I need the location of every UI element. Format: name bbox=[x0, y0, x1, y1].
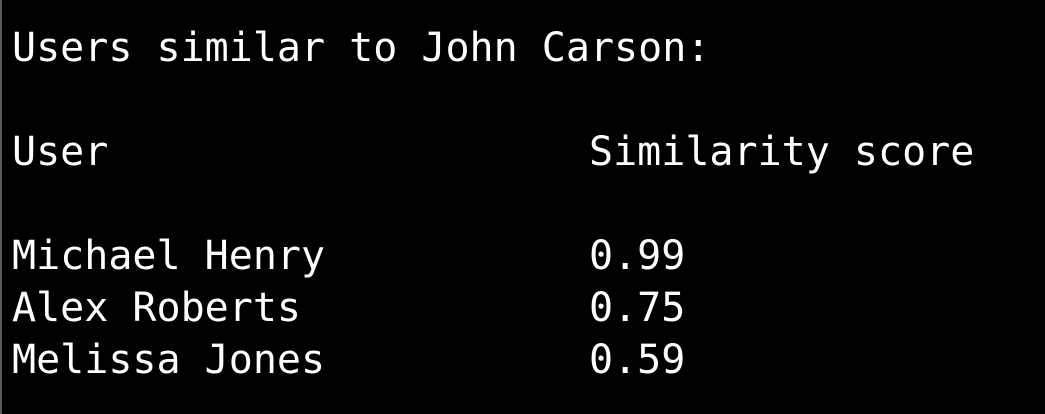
column-header-user: User bbox=[12, 129, 109, 175]
row-score: 0.75 bbox=[589, 285, 686, 331]
heading-text: Users similar to John Carson: bbox=[12, 25, 711, 71]
row-score: 0.59 bbox=[589, 337, 686, 383]
blank-line bbox=[12, 74, 1045, 126]
table-row: Melissa Jones 0.59 bbox=[12, 334, 1045, 386]
row-user: Michael Henry bbox=[12, 233, 326, 279]
row-score: 0.99 bbox=[589, 233, 686, 279]
table-row: Alex Roberts 0.75 bbox=[12, 282, 1045, 334]
window-left-border bbox=[0, 0, 2, 414]
output-heading: Users similar to John Carson: bbox=[12, 22, 1045, 74]
table-header: User Similarity score bbox=[12, 126, 1045, 178]
column-header-score: Similarity score bbox=[589, 129, 975, 175]
row-user: Melissa Jones bbox=[12, 337, 326, 383]
blank-line bbox=[12, 178, 1045, 230]
row-user: Alex Roberts bbox=[12, 285, 301, 331]
table-row: Michael Henry 0.99 bbox=[12, 230, 1045, 282]
